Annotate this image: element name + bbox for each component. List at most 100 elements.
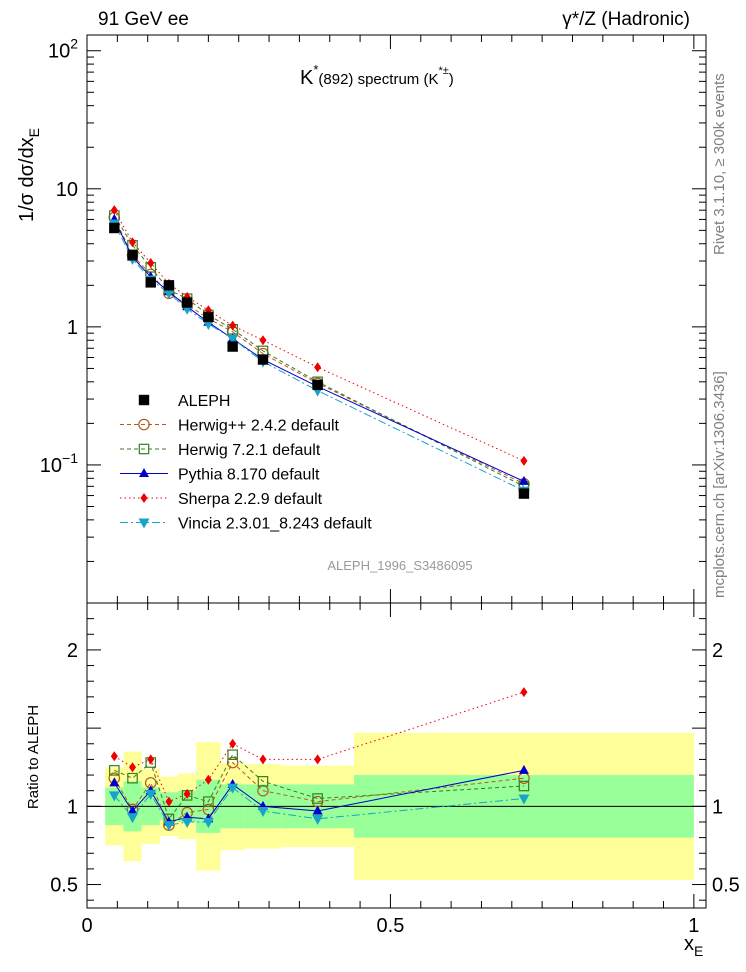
ratio-series-sherpa bbox=[110, 687, 528, 807]
ratio-frame bbox=[86, 602, 707, 909]
ratio-point-vincia bbox=[227, 783, 239, 794]
series-line-pythia bbox=[113, 219, 525, 482]
ratio-panel: Ratio to ALEPH xE 0.5 0.51 12 20 0.5 1 bbox=[25, 602, 740, 959]
ratio-point-herwig7 bbox=[227, 749, 238, 761]
legend-marker-vincia bbox=[138, 518, 150, 529]
ratio-y-axis-label: Ratio to ALEPH bbox=[25, 705, 42, 809]
y-tick-label: 1 bbox=[67, 317, 78, 339]
ratio-point-vincia bbox=[257, 807, 269, 818]
data-point-sherpa bbox=[110, 205, 118, 216]
ratio-point-sherpa bbox=[314, 754, 322, 765]
ratio-line-herwig7 bbox=[114, 753, 524, 820]
data-point-data bbox=[127, 250, 138, 261]
ratio-point-herwig7 bbox=[127, 772, 138, 784]
legend-label: Sherpa 2.2.9 default bbox=[178, 491, 323, 508]
data-point-data bbox=[203, 311, 214, 323]
ratio-y-tick-label-left: 1 bbox=[67, 796, 78, 818]
side-label-top: Rivet 3.1.10, ≥ 300k events bbox=[711, 73, 728, 255]
legend-marker-pythia bbox=[139, 468, 149, 477]
data-point-data bbox=[181, 297, 193, 308]
ratio-point-sherpa bbox=[110, 751, 118, 762]
main-panel: K*(892) spectrum (K*±) ALEPH_1996_S34860… bbox=[16, 34, 707, 604]
ratio-point-vincia bbox=[127, 813, 139, 824]
legend-marker-data bbox=[138, 394, 150, 406]
y-tick-label-base: 10 bbox=[40, 455, 62, 477]
data-point-data bbox=[109, 222, 120, 234]
ratio-y-tick-label-right: 1 bbox=[712, 796, 723, 818]
ratio-point-herwig7 bbox=[109, 765, 120, 776]
data-point-sherpa bbox=[314, 362, 322, 373]
series-line-vincia bbox=[113, 223, 525, 492]
series-line-sherpa bbox=[113, 209, 525, 462]
main-y-axis-label: 1/σ dσ/dxE bbox=[16, 128, 42, 222]
legend-item-sherpa: Sherpa 2.2.9 default bbox=[120, 491, 323, 508]
data-point-data bbox=[518, 488, 530, 499]
main-title: K*(892) spectrum (K*±) bbox=[300, 62, 454, 89]
data-point-data bbox=[145, 277, 156, 288]
data-point-data bbox=[227, 341, 238, 352]
legend-item-pythia: Pythia 8.170 default bbox=[120, 467, 320, 484]
ratio-point-pythia bbox=[312, 805, 323, 815]
data-point-sherpa bbox=[147, 258, 155, 269]
ratio-series-vincia bbox=[108, 783, 530, 832]
data-point-sherpa bbox=[520, 455, 528, 466]
legend-label: Pythia 8.170 default bbox=[178, 467, 320, 484]
ratio-point-herwig7 bbox=[257, 776, 269, 787]
ratio-line-pythia bbox=[113, 769, 525, 823]
legend-label: Herwig 7.2.1 default bbox=[178, 442, 321, 459]
series-line-herwig7 bbox=[113, 215, 525, 487]
legend-label: ALEPH bbox=[178, 393, 230, 410]
ratio-point-pythia bbox=[127, 805, 138, 815]
ratio-point-sherpa bbox=[147, 754, 155, 765]
ratio-point-sherpa bbox=[204, 774, 212, 785]
data-point-data bbox=[257, 354, 269, 365]
ratio-point-herwig7 bbox=[518, 780, 530, 792]
ratio-point-herwigpp bbox=[226, 756, 239, 769]
x-tick-label: 1 bbox=[688, 915, 699, 937]
ratio-point-herwig7 bbox=[203, 796, 214, 807]
y-tick-label-exp: −1 bbox=[62, 450, 78, 466]
ratio-point-vincia bbox=[145, 789, 157, 800]
ratio-line-herwigpp bbox=[113, 761, 524, 826]
y-tick-label-base: 10 bbox=[48, 41, 70, 63]
ratio-point-pythia bbox=[109, 777, 120, 787]
legend-item-vincia: Vincia 2.3.01_8.243 default bbox=[120, 516, 372, 533]
y-tick-label: 10−1 bbox=[40, 450, 78, 477]
ratio-point-pythia bbox=[518, 764, 529, 774]
data-point-sherpa bbox=[229, 320, 237, 331]
ratio-series-herwigpp bbox=[108, 756, 530, 831]
legend-marker-herwig7 bbox=[138, 443, 150, 455]
ratio-point-sherpa bbox=[259, 754, 267, 765]
ratio-point-vincia bbox=[518, 794, 530, 805]
y-tick-label: 10 bbox=[56, 179, 78, 201]
data-point-pythia bbox=[518, 475, 529, 485]
legend-label: Herwig++ 2.4.2 default bbox=[178, 418, 340, 435]
legend: ALEPH Herwig++ 2.4.2 default Herwig 7.2.1 … bbox=[120, 393, 372, 533]
ratio-y-tick-label-left: 2 bbox=[67, 640, 78, 662]
legend-item-herwigpp: Herwig++ 2.4.2 default bbox=[120, 418, 340, 435]
x-tick-label: 0 bbox=[81, 915, 92, 937]
ratio-point-vincia bbox=[108, 791, 120, 802]
ratio-point-sherpa bbox=[129, 762, 137, 773]
data-point-sherpa bbox=[259, 335, 267, 346]
ratio-y-tick-label-left: 0.5 bbox=[50, 875, 78, 897]
ratio-y-tick-label-right: 2 bbox=[712, 640, 723, 662]
ratio-line-vincia bbox=[113, 786, 524, 826]
y-tick-label-base: 10 bbox=[56, 179, 78, 201]
ratio-point-herwig7 bbox=[312, 793, 323, 804]
side-label-bottom: mcplots.cern.ch [arXiv:1306.3436] bbox=[711, 371, 728, 598]
ratio-point-vincia bbox=[181, 817, 193, 828]
legend-marker-sherpa bbox=[140, 493, 148, 503]
legend-item-data: ALEPH bbox=[138, 393, 230, 410]
y-tick-label: 102 bbox=[48, 36, 78, 63]
data-point-data bbox=[163, 280, 175, 291]
legend-label: Vincia 2.3.01_8.243 default bbox=[178, 516, 372, 533]
ratio-point-sherpa bbox=[165, 796, 173, 807]
data-point-data bbox=[312, 379, 323, 391]
x-tick-label: 0.5 bbox=[377, 915, 405, 937]
watermark: ALEPH_1996_S3486095 bbox=[327, 558, 472, 573]
series-data bbox=[109, 222, 530, 499]
data-point-vincia bbox=[227, 334, 239, 345]
ratio-series-herwig7 bbox=[109, 749, 530, 825]
